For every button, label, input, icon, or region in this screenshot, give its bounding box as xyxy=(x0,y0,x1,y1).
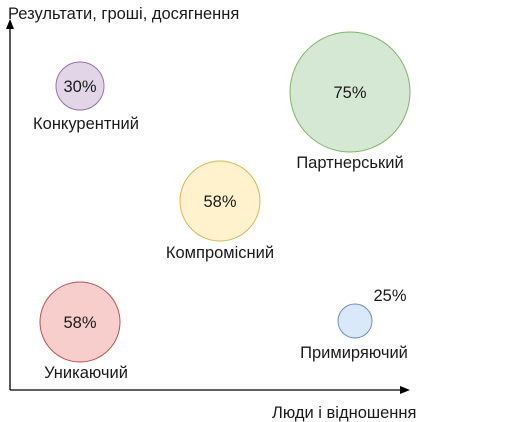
style-accommodating-label: Примиряючий xyxy=(300,344,408,362)
style-accommodating-percent: 25% xyxy=(373,287,406,305)
style-competitive-percent: 30% xyxy=(63,78,96,96)
style-compromise: 58% Компромісний xyxy=(166,160,274,262)
style-competitive: 30% Конкурентний xyxy=(33,61,139,133)
style-partner-percent: 75% xyxy=(333,84,366,102)
style-partner: 75% Партнерський xyxy=(289,31,411,172)
x-axis-arrowhead xyxy=(400,386,410,394)
style-competitive-bubble xyxy=(55,61,105,111)
y-axis-arrowhead xyxy=(6,19,14,29)
style-avoiding-percent: 58% xyxy=(63,314,96,332)
style-compromise-label: Компромісний xyxy=(166,244,274,262)
y-axis-label: Результати, гроші, досягнення xyxy=(8,5,239,23)
style-avoiding-label: Уникаючий xyxy=(44,364,128,382)
style-competitive-label: Конкурентний xyxy=(33,115,139,133)
style-avoiding: 58% Уникаючий xyxy=(39,281,128,382)
style-accommodating-bubble xyxy=(337,303,373,339)
style-partner-label: Партнерський xyxy=(296,154,403,172)
style-accommodating: 25% Примиряючий xyxy=(300,287,408,362)
style-compromise-percent: 58% xyxy=(203,193,236,211)
style-compromise-bubble xyxy=(179,160,261,242)
style-avoiding-bubble xyxy=(39,281,121,363)
style-partner-bubble xyxy=(289,31,411,153)
x-axis-label: Люди і відношення xyxy=(272,404,416,422)
